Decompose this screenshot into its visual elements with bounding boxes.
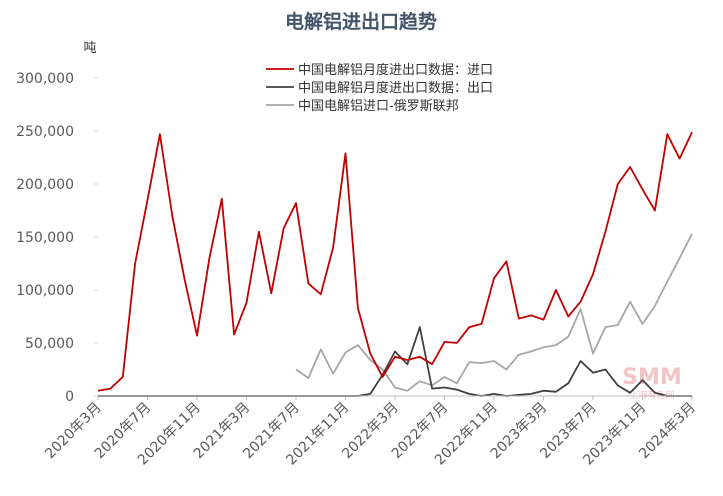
series-line-2: [295, 233, 693, 392]
y-axis-ticks: 0 50,000 100,000 150,000 200,000 250,000 300,0…: [16, 71, 98, 405]
series-line-1: [98, 326, 692, 397]
series-line-0: [97, 131, 693, 392]
chart-title: 电解铝进出口趋势: [285, 10, 437, 33]
legend-label-0: 中国电解铝月度进出口数据：进口: [298, 62, 493, 78]
legend-label-1: 中国电解铝月度进出口数据：出口: [298, 80, 493, 96]
y-tick-label: 150,000: [16, 230, 74, 246]
watermark-main: SMM: [622, 365, 682, 390]
y-tick-label: 200,000: [16, 177, 74, 193]
y-tick-label: 250,000: [16, 124, 74, 140]
y-tick-label: 100,000: [16, 283, 74, 299]
y-tick-label: 50,000: [25, 336, 74, 352]
legend-label-2: 中国电解铝进口-俄罗斯联邦: [298, 99, 459, 114]
legend: 中国电解铝月度进出口数据：进口中国电解铝月度进出口数据：出口中国电解铝进口-俄罗…: [266, 62, 493, 114]
x-axis-ticks: 2020年3月2020年7月2020年11月2021年3月2021年7月2021…: [42, 396, 699, 468]
y-tick-label: 300,000: [16, 71, 74, 87]
series-lines: [97, 131, 693, 397]
watermark-sub: 上海有色网: [629, 389, 674, 401]
y-tick-label: 0: [65, 389, 74, 405]
y-axis-unit-label: 吨: [83, 41, 96, 56]
